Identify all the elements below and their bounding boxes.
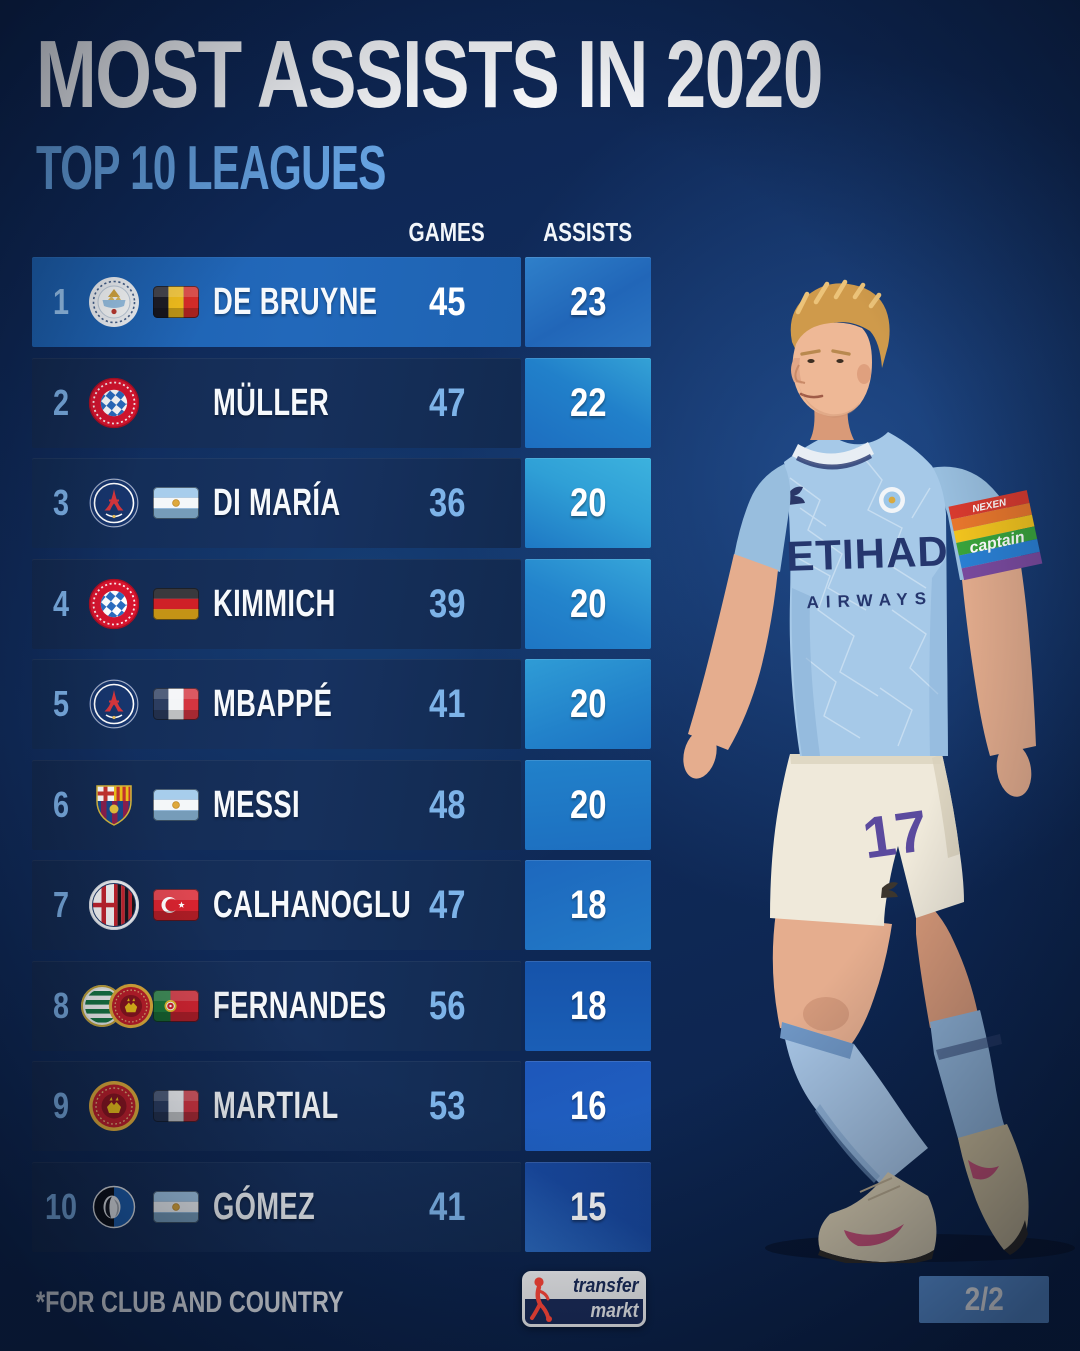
transfermarkt-kicker-icon [530, 1277, 552, 1322]
